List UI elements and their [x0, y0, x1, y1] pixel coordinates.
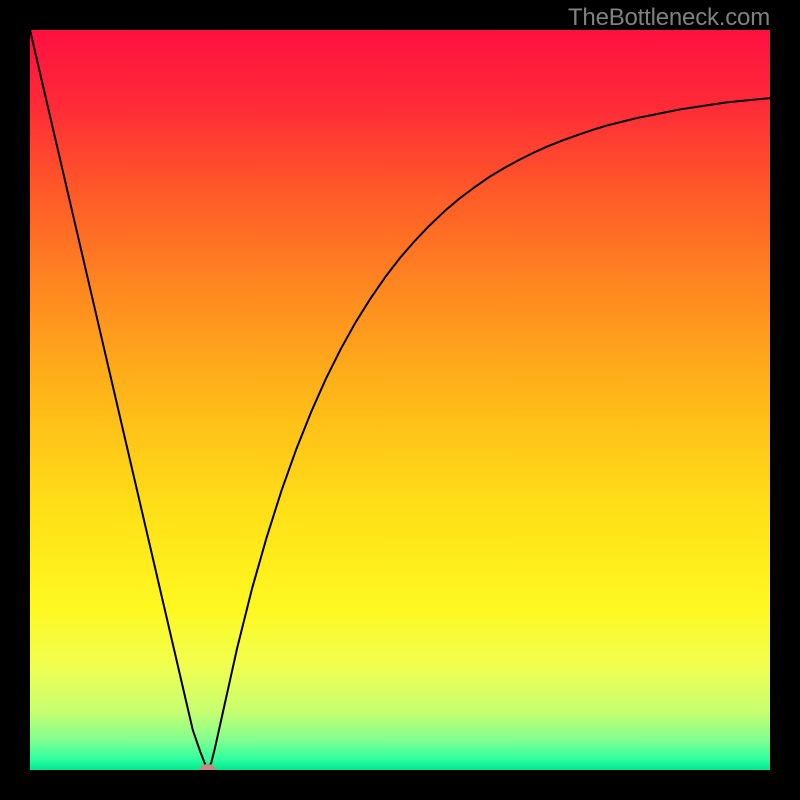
watermark-text: TheBottleneck.com: [568, 4, 770, 32]
chart-frame: TheBottleneck.com: [0, 0, 800, 800]
gradient-background: [30, 30, 770, 770]
plot-area: [30, 30, 770, 770]
chart-svg: [30, 30, 770, 770]
